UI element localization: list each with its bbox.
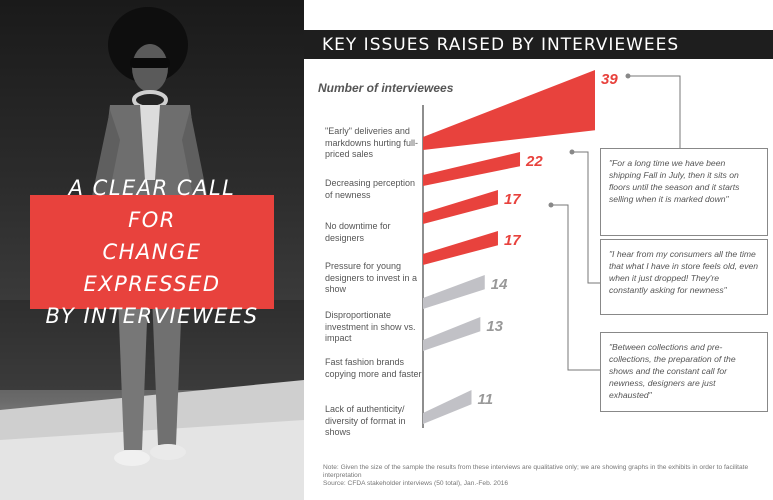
bar-value-label-2: 22: [525, 153, 543, 170]
footnote: Note: Given the size of the sample the r…: [323, 464, 763, 488]
category-label-2: Decreasing perception of newness: [325, 178, 416, 200]
bar-value-label-6: 13: [486, 318, 503, 335]
quote-box-2: "I hear from my consumers all the time t…: [600, 239, 768, 315]
connector-line-3: [552, 204, 600, 371]
bar-value-label-5: 14: [491, 276, 508, 293]
connector-line-1: [630, 75, 681, 148]
bar-4: [423, 231, 498, 265]
bar-value-label-4: 17: [504, 232, 521, 249]
connector-dot-3: [548, 202, 554, 208]
callout-text: A CLEAR CALL FOR CHANGE EXPRESSED BY INT…: [45, 176, 259, 328]
connector-dot-1: [625, 73, 631, 79]
bar-2: [423, 152, 521, 186]
connector-dot-2: [569, 149, 575, 155]
category-label-1: "Early" deliveries and markdowns hurting…: [325, 126, 419, 159]
category-label-5: Disproportionate investment in show vs. …: [325, 310, 416, 343]
category-label-4: Pressure for young designers to invest i…: [325, 261, 418, 294]
bar-1: [423, 70, 595, 150]
runway-photo: A CLEAR CALL FOR CHANGE EXPRESSED BY INT…: [0, 0, 304, 500]
chart-title-bar: KEY ISSUES RAISED BY INTERVIEWEES: [304, 30, 773, 59]
bar-7: [423, 390, 472, 424]
bar-value-label-7: 11: [478, 391, 494, 408]
quote-text-2: "I hear from my consumers all the time t…: [609, 249, 759, 295]
axis-title: Number of interviewees: [318, 81, 454, 95]
footnote-note: Note: Given the size of the sample the r…: [323, 464, 749, 479]
category-label-7: Lack of authenticity/ diversity of forma…: [325, 404, 406, 437]
bar-value-label-3: 17: [504, 191, 521, 208]
quote-text-3: "Between collections and pre-collections…: [609, 342, 736, 400]
quote-box-3: "Between collections and pre-collections…: [600, 332, 768, 412]
quote-box-1: "For a long time we have been shipping F…: [600, 148, 768, 236]
category-label-6: Fast fashion brands copying more and fas…: [325, 357, 422, 379]
footnote-source: Source: CFDA stakeholder interviews (50 …: [323, 480, 509, 487]
callout-banner: A CLEAR CALL FOR CHANGE EXPRESSED BY INT…: [30, 176, 274, 328]
connector-line-2: [573, 151, 600, 284]
bar-5: [423, 275, 485, 309]
bar-3: [423, 190, 498, 224]
quote-text-1: "For a long time we have been shipping F…: [609, 158, 740, 204]
runway-model-image: [0, 7, 304, 500]
bar-6: [423, 317, 481, 351]
bar-value-label-1: 39: [601, 71, 618, 88]
chart-title: KEY ISSUES RAISED BY INTERVIEWEES: [322, 34, 680, 55]
category-label-3: No downtime for designers: [325, 221, 391, 243]
